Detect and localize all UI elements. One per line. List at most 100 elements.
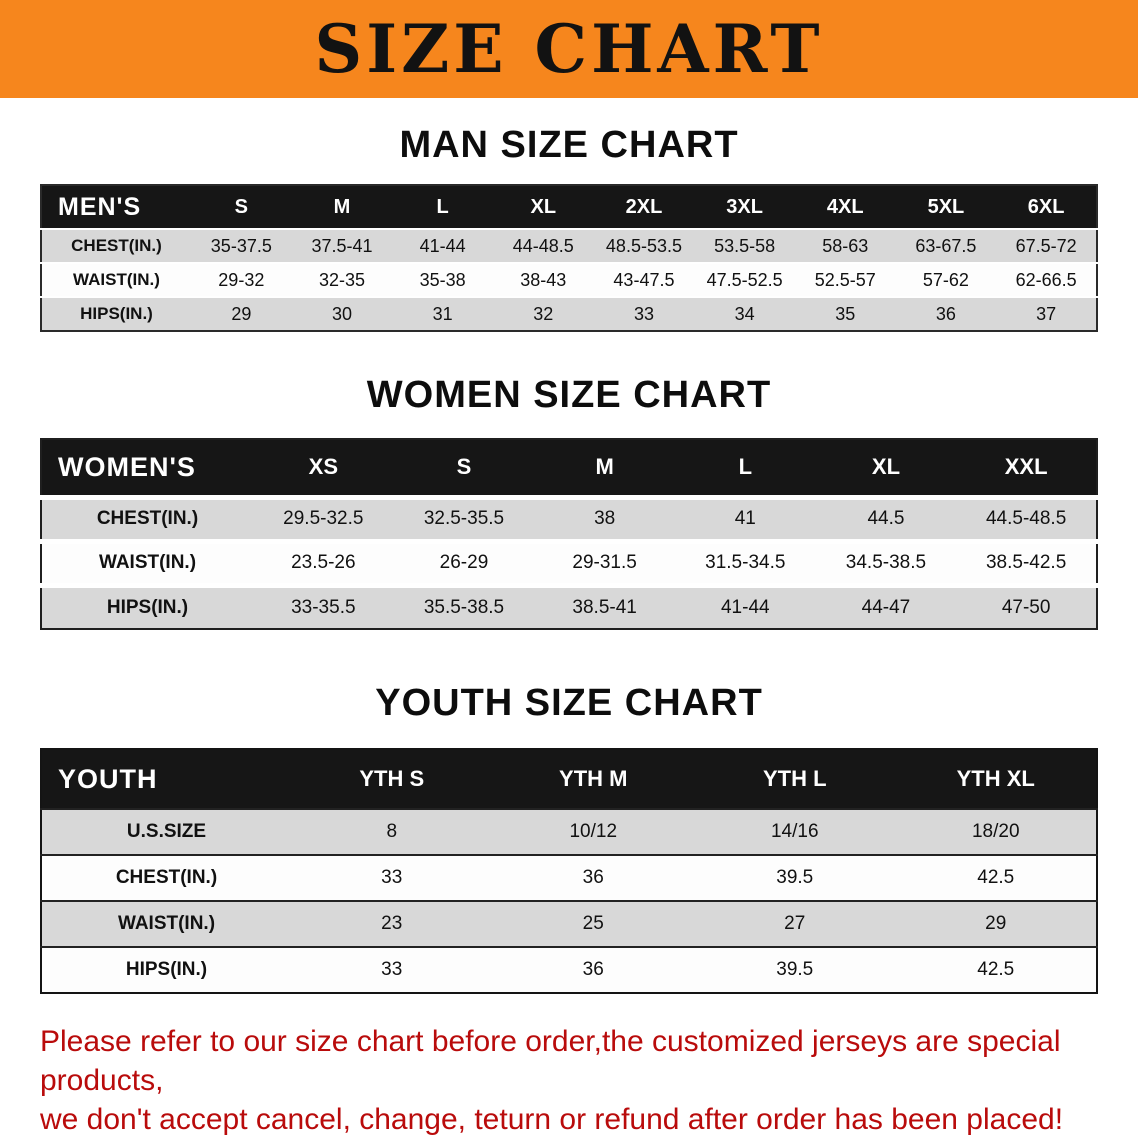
size-cell: 25 [582, 913, 604, 934]
size-cell: 63-67.5 [915, 235, 977, 256]
size-cell: 37 [1036, 303, 1057, 324]
women-waist-row: WAIST(IN.) 23.5-26 26-29 29-31.5 31.5-34… [41, 541, 1097, 585]
size-cell: 34.5-38.5 [845, 552, 927, 573]
size-cell: 52.5-57 [814, 269, 876, 290]
youth-waist-row: WAIST(IN.) 23 25 27 29 [41, 901, 1097, 947]
men-size-col-2xl: 2XL [625, 195, 663, 218]
size-cell: 10/12 [569, 821, 618, 842]
row-label: CHEST(IN.) [115, 867, 218, 888]
youth-ussize-row: U.S.SIZE 8 10/12 14/16 18/20 [41, 809, 1097, 855]
size-cell: 31 [432, 303, 453, 324]
size-cell: 44.5 [867, 508, 905, 529]
youth-chart-heading: YOUTH SIZE CHART [375, 682, 763, 724]
size-cell: 35-38 [419, 269, 466, 290]
row-label: CHEST(IN.) [71, 236, 162, 255]
size-cell: 32 [533, 303, 554, 324]
size-cell: 33-35.5 [291, 596, 356, 618]
men-size-col-xl: XL [530, 195, 557, 218]
size-cell: 29-31.5 [572, 552, 637, 573]
disclaimer-line-2: we don't accept cancel, change, teturn o… [40, 1103, 1064, 1136]
size-cell: 41-44 [720, 596, 770, 618]
row-label: WAIST(IN.) [73, 270, 160, 289]
size-cell: 41-44 [419, 235, 466, 256]
size-cell: 29-32 [218, 269, 265, 290]
youth-size-col-s: YTH S [359, 766, 425, 791]
size-cell: 42.5 [977, 959, 1015, 980]
youth-table-label: YOUTH [58, 763, 158, 794]
women-hips-row: HIPS(IN.) 33-35.5 35.5-38.5 38.5-41 41-4… [41, 585, 1097, 629]
size-cell: 47-50 [1001, 596, 1051, 618]
size-cell: 38 [594, 508, 616, 529]
women-size-col-m: M [595, 454, 614, 480]
size-cell: 44.5-48.5 [985, 508, 1067, 529]
men-size-table: MEN'S S M L XL 2XL 3XL 4XL 5XL 6XL CHEST… [40, 184, 1098, 332]
size-cell: 30 [331, 303, 352, 324]
men-chest-row: CHEST(IN.) 35-37.5 37.5-41 41-44 44-48.5… [41, 229, 1097, 263]
size-cell: 62-66.5 [1015, 269, 1077, 290]
men-size-col-4xl: 4XL [826, 195, 864, 218]
size-cell: 36 [582, 867, 604, 888]
row-label: CHEST(IN.) [96, 508, 199, 529]
men-size-col-5xl: 5XL [927, 195, 965, 218]
men-hips-row: HIPS(IN.) 29 30 31 32 33 34 35 36 37 [41, 297, 1097, 331]
size-cell: 29 [985, 913, 1007, 934]
size-cell: 38.5-41 [572, 596, 637, 618]
size-cell: 33 [381, 867, 403, 888]
youth-chest-row: CHEST(IN.) 33 36 39.5 42.5 [41, 855, 1097, 901]
size-cell: 57-62 [922, 269, 969, 290]
women-size-col-xxl: XXL [1004, 454, 1048, 480]
disclaimer-note: Please refer to our size chart before or… [40, 1022, 1098, 1139]
men-size-col-s: S [234, 195, 248, 218]
size-cell: 8 [386, 821, 398, 842]
youth-size-col-l: YTH L [762, 766, 827, 791]
size-cell: 29.5-32.5 [283, 508, 364, 529]
size-cell: 43-47.5 [613, 269, 675, 290]
size-cell: 33 [633, 303, 654, 324]
men-chart-heading: MAN SIZE CHART [399, 124, 739, 166]
size-cell: 35-37.5 [210, 235, 272, 256]
women-size-col-xs: XS [308, 454, 338, 480]
women-size-table: WOMEN'S XS S M L XL XXL CHEST(IN.) 29.5-… [40, 438, 1098, 630]
men-table-label: MEN'S [58, 192, 142, 221]
women-chest-row: CHEST(IN.) 29.5-32.5 32.5-35.5 38 41 44.… [41, 497, 1097, 541]
size-cell: 27 [784, 913, 806, 934]
size-cell: 23 [381, 913, 403, 934]
row-label: WAIST(IN.) [117, 913, 216, 934]
size-cell: 34 [734, 303, 755, 324]
youth-header-row: YOUTH YTH S YTH M YTH L YTH XL [41, 749, 1097, 809]
size-cell: 36 [935, 303, 956, 324]
row-label: HIPS(IN.) [106, 596, 189, 618]
row-label: HIPS(IN.) [125, 959, 208, 980]
women-table-label: WOMEN'S [58, 451, 196, 482]
men-size-col-6xl: 6XL [1027, 195, 1065, 218]
youth-size-col-xl: YTH XL [956, 766, 1035, 791]
women-size-col-s: S [456, 454, 472, 480]
page-title: SIZE CHART [314, 10, 824, 88]
size-cell: 58-63 [822, 235, 869, 256]
size-cell: 32.5-35.5 [423, 508, 505, 529]
size-cell: 23.5-26 [291, 552, 356, 573]
size-cell: 39.5 [776, 959, 814, 980]
men-size-col-m: M [333, 195, 351, 218]
size-cell: 44-47 [861, 596, 911, 618]
men-size-col-l: L [436, 195, 449, 218]
size-cell: 39.5 [776, 867, 814, 888]
youth-size-table: YOUTH YTH S YTH M YTH L YTH XL U.S.SIZE … [40, 748, 1098, 994]
women-size-col-xl: XL [871, 454, 901, 480]
size-cell: 35 [835, 303, 856, 324]
size-cell: 38.5-42.5 [985, 552, 1067, 573]
men-header-row: MEN'S S M L XL 2XL 3XL 4XL 5XL 6XL [41, 185, 1097, 229]
size-cell: 31.5-34.5 [705, 552, 786, 573]
disclaimer-line-1: Please refer to our size chart before or… [40, 1025, 1061, 1097]
size-cell: 18/20 [971, 821, 1020, 842]
men-waist-row: WAIST(IN.) 29-32 32-35 35-38 38-43 43-47… [41, 263, 1097, 297]
size-cell: 26-29 [439, 552, 489, 573]
size-cell: 48.5-53.5 [605, 235, 682, 256]
size-cell: 37.5-41 [311, 235, 373, 256]
row-label: U.S.SIZE [126, 821, 207, 842]
size-cell: 14/16 [770, 821, 819, 842]
row-label: WAIST(IN.) [98, 552, 197, 573]
size-cell: 44-48.5 [512, 235, 574, 256]
row-label: HIPS(IN.) [80, 304, 153, 323]
size-cell: 47.5-52.5 [706, 269, 783, 290]
